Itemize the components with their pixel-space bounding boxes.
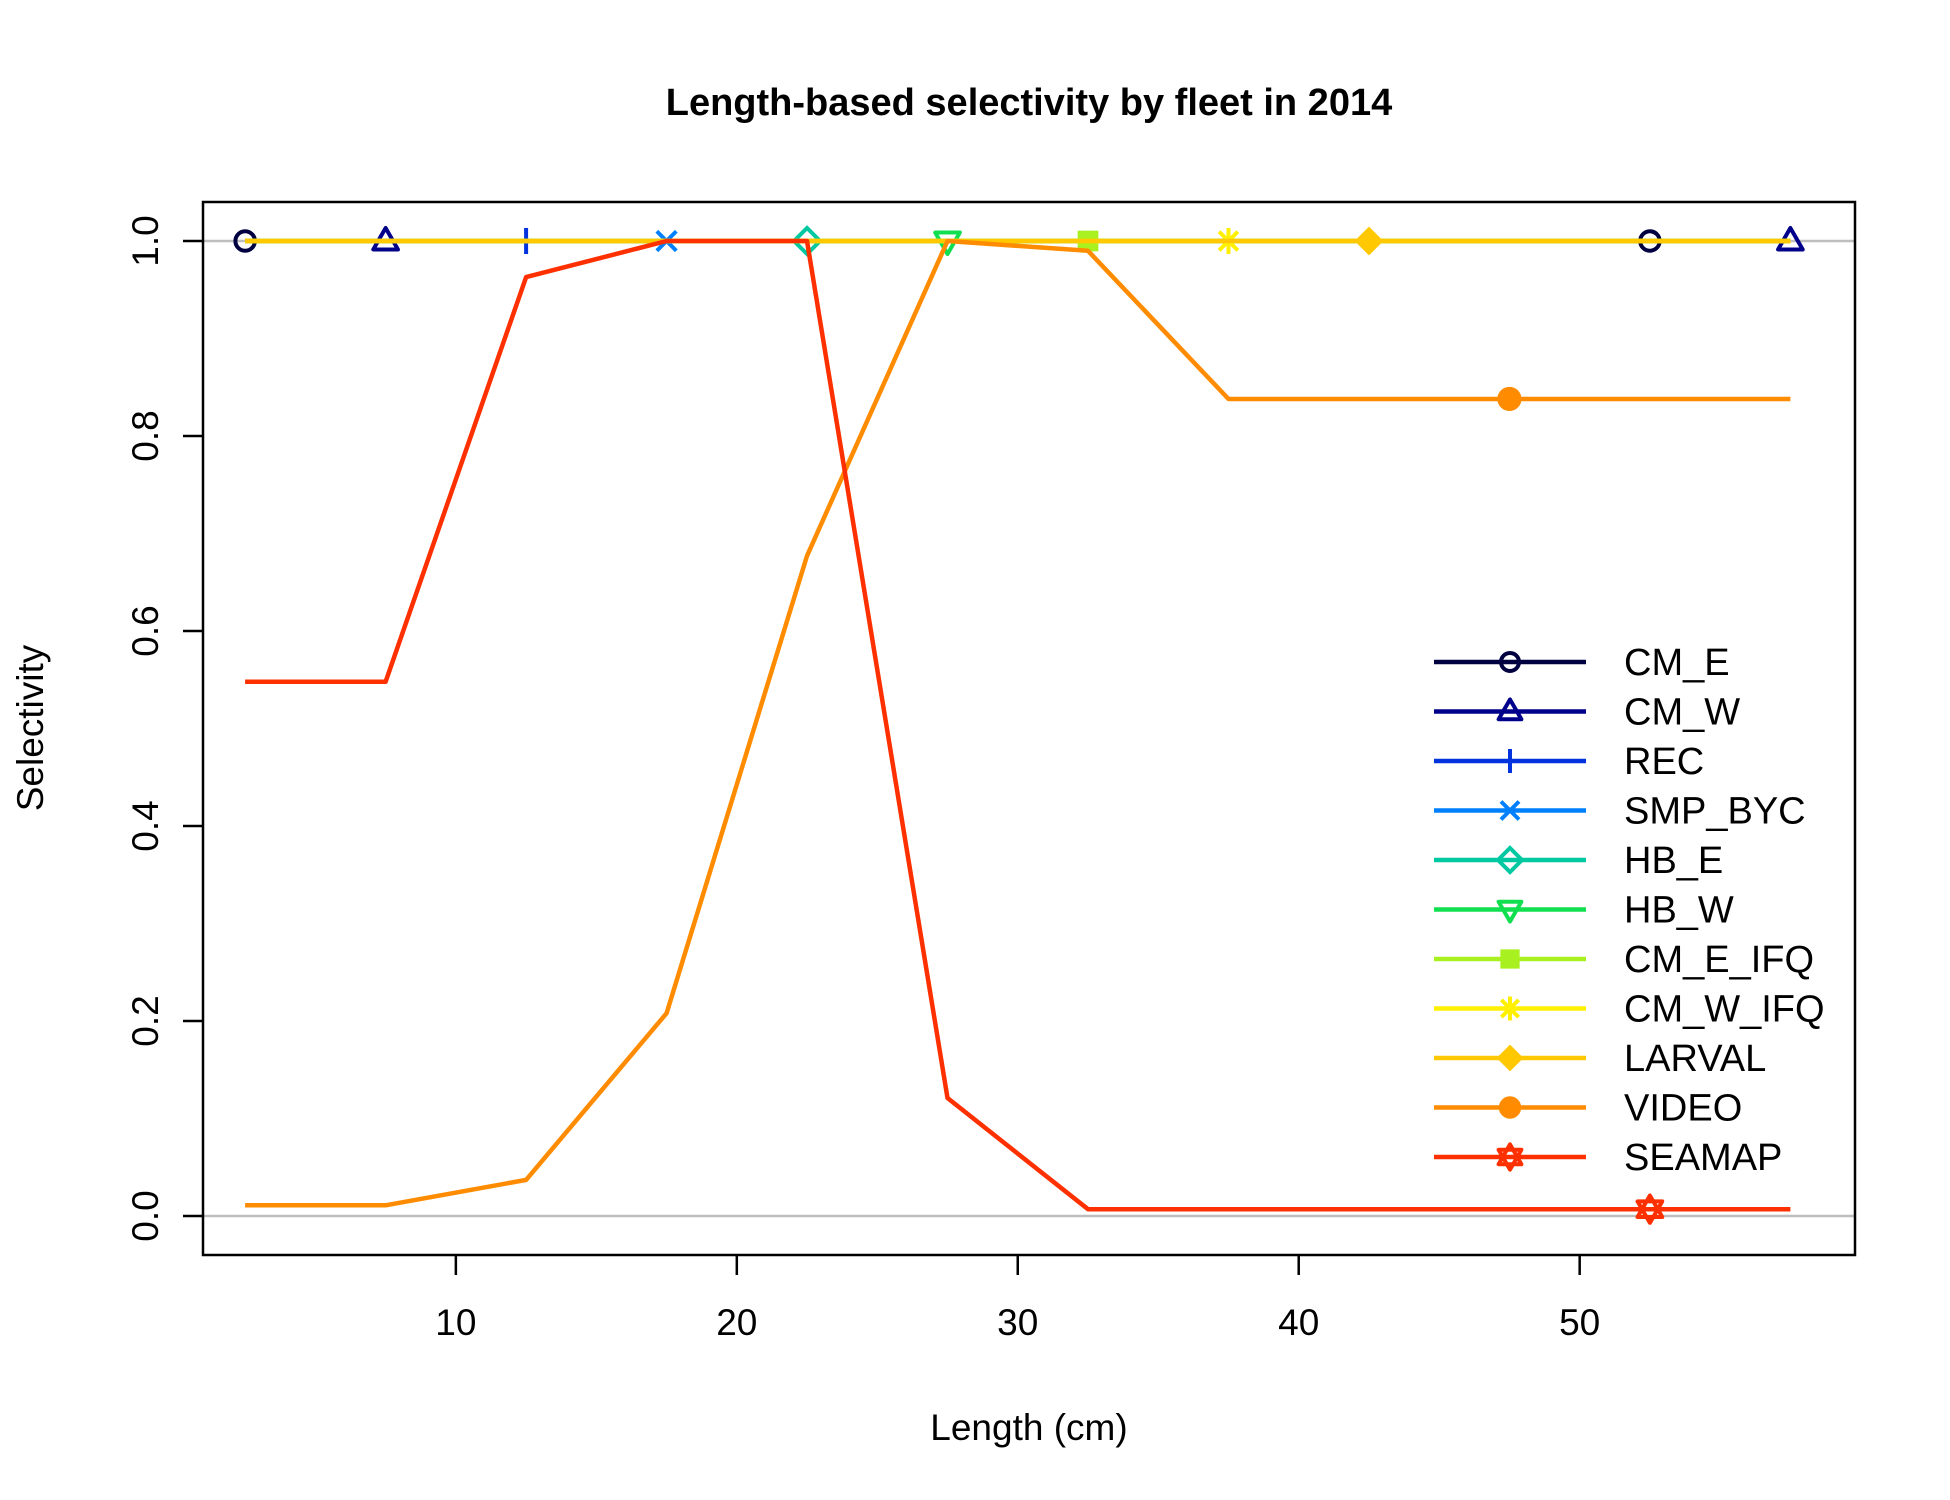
legend-hb-e-marker bbox=[1495, 845, 1525, 875]
point-seamap-marker bbox=[1635, 1193, 1665, 1219]
legend-video-marker bbox=[1498, 1096, 1522, 1119]
legend-label-seamap: SEAMAP bbox=[1624, 1137, 1782, 1179]
x-axis-label: Length (cm) bbox=[930, 1407, 1127, 1448]
series-seamap bbox=[245, 238, 1791, 1225]
legend-label-cm-e: CM_E bbox=[1624, 642, 1730, 684]
legend-item-rec: REC bbox=[1434, 741, 1704, 783]
legend-item-hb-e: HB_E bbox=[1434, 840, 1723, 882]
legend-item-seamap: SEAMAP bbox=[1434, 1137, 1782, 1179]
series-video bbox=[245, 238, 1791, 1208]
point-video-marker bbox=[1497, 386, 1522, 412]
series-line-seamap bbox=[245, 238, 1791, 1212]
legend-cm-e-ifq-marker bbox=[1500, 949, 1520, 969]
y-tick-label: 0.2 bbox=[125, 995, 166, 1046]
legend-item-smp-byc: SMP_BYC bbox=[1434, 791, 1806, 833]
y-tick-label: 0.0 bbox=[125, 1190, 166, 1241]
axes: 10 20 30 40 50 0.0 0.2 0.4 0.6 0.8 1.0 bbox=[125, 200, 1857, 1343]
legend-label-rec: REC bbox=[1624, 741, 1704, 783]
chart-title: Length-based selectivity by fleet in 201… bbox=[666, 82, 1392, 124]
legend-seamap-marker bbox=[1496, 1147, 1524, 1172]
legend-label-larval: LARVAL bbox=[1624, 1038, 1766, 1080]
x-tick-label: 50 bbox=[1559, 1302, 1600, 1343]
legend-label-video: VIDEO bbox=[1624, 1088, 1742, 1130]
legend-item-cm-w: CM_W bbox=[1434, 692, 1740, 734]
legend-label-cm-w: CM_W bbox=[1624, 692, 1740, 734]
legend-rec-marker bbox=[1498, 749, 1522, 773]
series-larval bbox=[245, 226, 1791, 256]
legend-item-cm-w-ifq: CM_W_IFQ bbox=[1434, 989, 1825, 1031]
legend-item-hb-w: HB_W bbox=[1434, 890, 1734, 932]
legend-label-cm-e-ifq: CM_E_IFQ bbox=[1624, 939, 1814, 981]
series-hb-w bbox=[245, 230, 1791, 256]
point-larval-marker bbox=[1354, 226, 1384, 256]
legend-label-hb-e: HB_E bbox=[1624, 840, 1723, 882]
y-tick-label: 0.6 bbox=[125, 605, 166, 656]
legend-larval-marker bbox=[1496, 1044, 1524, 1072]
y-tick-label: 0.8 bbox=[125, 410, 166, 461]
legend-item-video: VIDEO bbox=[1434, 1088, 1742, 1130]
legend-label-hb-w: HB_W bbox=[1624, 890, 1734, 932]
legend-cm-w-marker bbox=[1496, 697, 1524, 722]
x-tick-label: 30 bbox=[997, 1302, 1038, 1343]
plot-frame bbox=[201, 200, 1857, 1257]
x-tick-label: 20 bbox=[716, 1302, 757, 1343]
x-tick-label: 10 bbox=[435, 1302, 476, 1343]
legend-item-cm-e-ifq: CM_E_IFQ bbox=[1434, 939, 1814, 981]
y-tick-label: 1.0 bbox=[125, 215, 166, 266]
legend-cm-w-ifq-marker bbox=[1498, 996, 1522, 1021]
legend-smp-byc-marker bbox=[1499, 800, 1521, 821]
point-cm-w-marker bbox=[1776, 226, 1805, 252]
series-line-video bbox=[245, 238, 1791, 1208]
legend-label-cm-w-ifq: CM_W_IFQ bbox=[1624, 989, 1825, 1031]
legend-hb-w-marker bbox=[1496, 899, 1524, 924]
legend-item-larval: LARVAL bbox=[1434, 1038, 1766, 1080]
legend-cm-e-marker bbox=[1499, 651, 1521, 673]
legend-item-cm-e: CM_E bbox=[1434, 642, 1730, 684]
legend: CM_E CM_W REC SMP_BYC HB_E HB_W CM_E_IFQ CM_W_I… bbox=[1434, 642, 1825, 1179]
point-seamap-marker bbox=[1635, 1199, 1665, 1225]
x-tick-label: 40 bbox=[1278, 1302, 1319, 1343]
y-axis-label: Selectivity bbox=[10, 644, 51, 811]
y-tick-label: 0.4 bbox=[125, 800, 166, 851]
legend-seamap-marker bbox=[1496, 1142, 1524, 1167]
point-cm-w-marker bbox=[371, 226, 400, 252]
legend-label-smp-byc: SMP_BYC bbox=[1624, 791, 1806, 833]
plot-area bbox=[203, 225, 1855, 1225]
